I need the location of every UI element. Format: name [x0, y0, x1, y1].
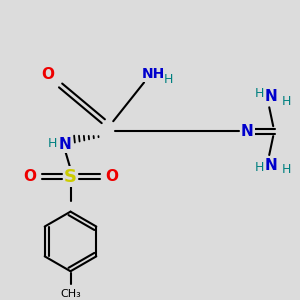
Text: CH₃: CH₃: [60, 289, 81, 299]
Text: H: H: [281, 164, 291, 176]
Text: O: O: [106, 169, 119, 184]
Text: N: N: [58, 136, 71, 152]
Text: N: N: [265, 89, 278, 104]
Text: H: H: [255, 161, 264, 174]
Text: O: O: [23, 169, 36, 184]
Text: H: H: [255, 87, 264, 100]
Text: NH: NH: [141, 67, 165, 80]
Text: N: N: [265, 158, 278, 173]
Text: O: O: [41, 67, 54, 82]
Text: H: H: [48, 136, 57, 150]
Text: S: S: [64, 168, 77, 186]
Text: N: N: [241, 124, 254, 139]
Text: H: H: [281, 95, 291, 108]
Text: H: H: [164, 73, 174, 86]
